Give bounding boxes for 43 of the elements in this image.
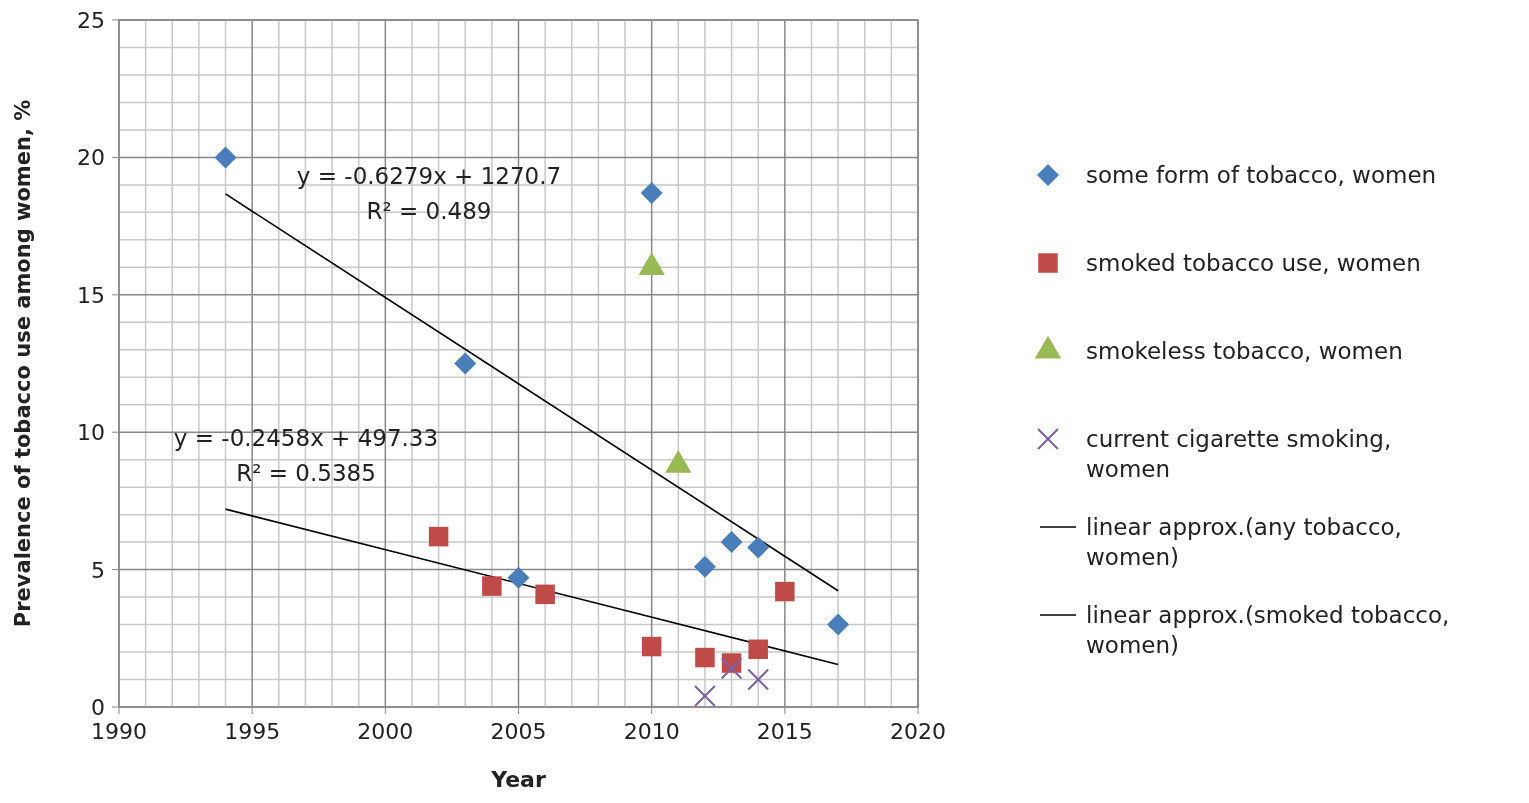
y-tick-label: 25 — [77, 8, 105, 33]
legend-label: linear approx.(smoked tobacco, women) — [1086, 602, 1450, 658]
point — [827, 613, 850, 636]
point — [507, 566, 530, 589]
y-axis-title: Prevalence of tobacco use among women, % — [11, 99, 35, 628]
point — [720, 531, 743, 554]
point — [695, 647, 715, 668]
point — [747, 536, 770, 559]
x-tick-label: 1990 — [91, 719, 147, 744]
legend-label: some form of tobacco, women — [1086, 162, 1437, 188]
point — [693, 685, 716, 707]
annotation: y = -0.2458x + 497.33 — [173, 425, 439, 451]
y-tick-label: 15 — [77, 282, 105, 308]
annotation: R² = 0.489 — [366, 198, 492, 224]
point — [482, 576, 502, 596]
legend-label: smoked tobacco use, women — [1086, 250, 1421, 276]
y-tick-label: 10 — [77, 420, 105, 446]
x-axis-title: Year — [490, 767, 546, 792]
point — [641, 636, 662, 657]
x-tick-label: 2000 — [357, 719, 414, 744]
point — [428, 526, 449, 547]
point — [747, 668, 770, 691]
legend-label: linear approx.(any tobacco, women) — [1086, 514, 1402, 570]
x-tick-label: 2005 — [490, 719, 547, 744]
point — [693, 555, 716, 578]
legend-label: current cigarette smoking, women — [1086, 426, 1392, 482]
x-tick-label: 2015 — [756, 719, 813, 744]
point — [640, 182, 663, 205]
y-tick-label: 5 — [91, 557, 105, 583]
x-tick-label: 2010 — [623, 719, 680, 744]
point — [454, 352, 477, 375]
point — [720, 657, 743, 680]
x-tick-label: 1995 — [224, 719, 281, 744]
annotation: y = -0.6279x + 1270.7 — [296, 163, 562, 189]
y-tick-label: 0 — [91, 695, 105, 720]
point — [775, 581, 795, 602]
x-tick-label: 2020 — [890, 719, 946, 744]
point — [748, 639, 768, 660]
legend-label: smokeless tobacco, women — [1086, 338, 1403, 364]
point — [214, 146, 237, 169]
y-tick-label: 20 — [77, 145, 105, 171]
point — [535, 584, 555, 605]
annotation: R² = 0.5385 — [236, 460, 376, 486]
